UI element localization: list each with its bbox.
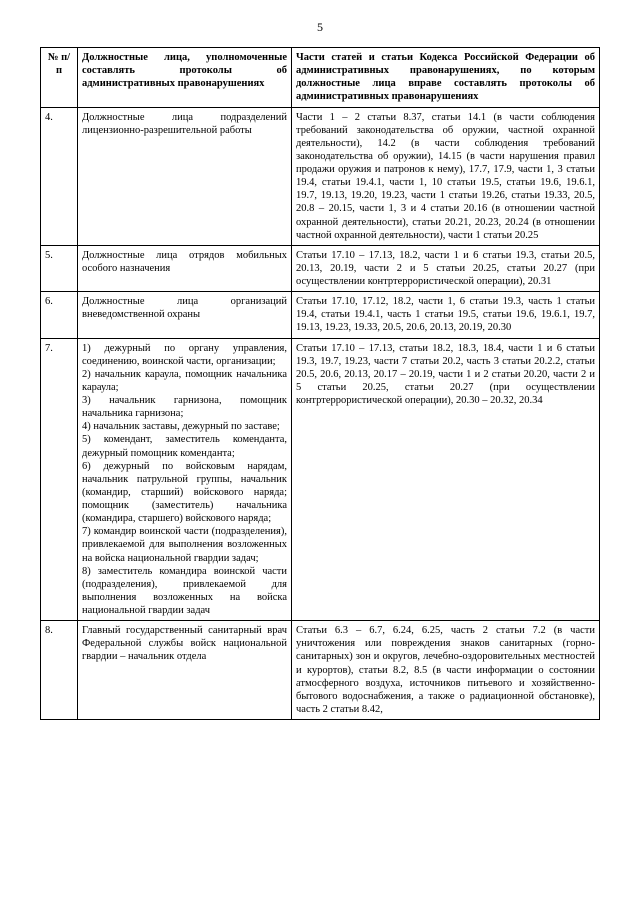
header-officials: Должностные лица, уполномоченные составл… bbox=[78, 48, 292, 108]
cell-officials: 1) дежурный по органу управления, соедин… bbox=[78, 338, 292, 621]
cell-articles: Статьи 17.10 – 17.13, 18.2, части 1 и 6 … bbox=[292, 245, 600, 291]
cell-num: 4. bbox=[41, 107, 78, 245]
cell-officials: Должностные лица организаций вневедомств… bbox=[78, 292, 292, 338]
page-number: 5 bbox=[40, 20, 600, 35]
cell-num: 5. bbox=[41, 245, 78, 291]
cell-num: 6. bbox=[41, 292, 78, 338]
table-row: 6.Должностные лица организаций вневедомс… bbox=[41, 292, 600, 338]
cell-num: 7. bbox=[41, 338, 78, 621]
main-table: № п/п Должностные лица, уполномоченные с… bbox=[40, 47, 600, 720]
table-row: 8.Главный государственный санитарный вра… bbox=[41, 621, 600, 720]
table-row: 5.Должностные лица отрядов мобильных осо… bbox=[41, 245, 600, 291]
header-num: № п/п bbox=[41, 48, 78, 108]
cell-articles: Части 1 – 2 статьи 8.37, статьи 14.1 (в … bbox=[292, 107, 600, 245]
cell-articles: Статьи 6.3 – 6.7, 6.24, 6.25, часть 2 ст… bbox=[292, 621, 600, 720]
cell-officials: Должностные лица подразделений лицензион… bbox=[78, 107, 292, 245]
cell-articles: Статьи 17.10, 17.12, 18.2, части 1, 6 ст… bbox=[292, 292, 600, 338]
table-header-row: № п/п Должностные лица, уполномоченные с… bbox=[41, 48, 600, 108]
document-page: 5 № п/п Должностные лица, уполномоченные… bbox=[20, 0, 620, 740]
cell-articles: Статьи 17.10 – 17.13, статьи 18.2, 18.3,… bbox=[292, 338, 600, 621]
cell-officials: Главный государственный санитарный врач … bbox=[78, 621, 292, 720]
table-row: 4.Должностные лица подразделений лицензи… bbox=[41, 107, 600, 245]
table-row: 7.1) дежурный по органу управления, соед… bbox=[41, 338, 600, 621]
header-articles: Части статей и статьи Кодекса Российской… bbox=[292, 48, 600, 108]
cell-num: 8. bbox=[41, 621, 78, 720]
cell-officials: Должностные лица отрядов мобильных особо… bbox=[78, 245, 292, 291]
